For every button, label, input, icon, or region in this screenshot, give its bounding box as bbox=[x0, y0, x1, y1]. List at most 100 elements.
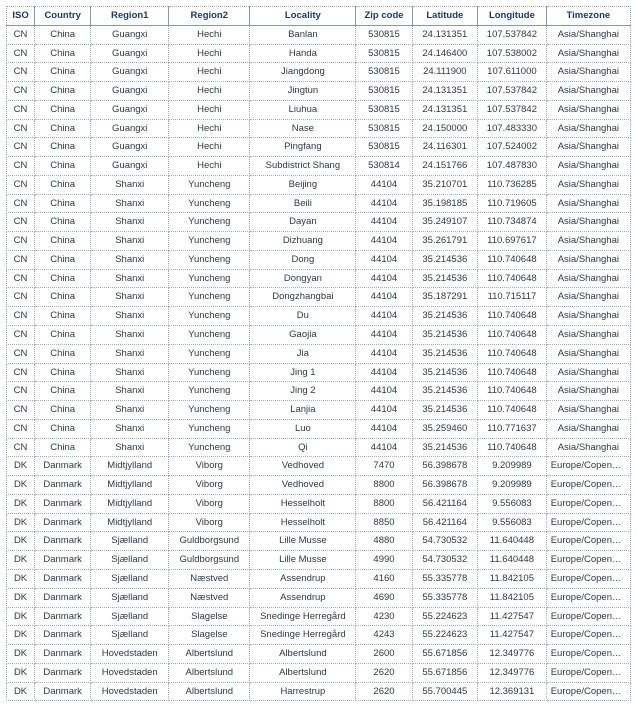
table-cell: Hechi bbox=[169, 138, 250, 157]
table-cell: Qi bbox=[250, 438, 356, 457]
table-cell: Shanxi bbox=[91, 438, 169, 457]
table-cell: 44104 bbox=[356, 232, 412, 251]
table-row: CNChinaShanxiYunchengGaojia4410435.21453… bbox=[7, 326, 631, 345]
table-row: CNChinaGuangxiHechiJingtun53081524.13135… bbox=[7, 82, 631, 101]
table-cell: 44104 bbox=[356, 250, 412, 269]
table-cell: 11.427547 bbox=[478, 607, 547, 626]
table-cell: Sjælland bbox=[91, 607, 169, 626]
table-cell: China bbox=[35, 138, 91, 157]
table-cell: CN bbox=[7, 138, 35, 157]
table-cell: 44104 bbox=[356, 288, 412, 307]
table-cell: 107.524002 bbox=[478, 138, 547, 157]
table-cell: Slagelse bbox=[169, 626, 250, 645]
table-cell: 56.398678 bbox=[412, 476, 478, 495]
table-cell: Danmark bbox=[35, 457, 91, 476]
table-cell: Midtjylland bbox=[91, 494, 169, 513]
table-cell: Dayan bbox=[250, 213, 356, 232]
table-cell: 110.697617 bbox=[478, 232, 547, 251]
table-cell: China bbox=[35, 363, 91, 382]
table-row: CNChinaGuangxiHechiNase53081524.15000010… bbox=[7, 119, 631, 138]
table-cell: Yuncheng bbox=[169, 307, 250, 326]
table-cell: Danmark bbox=[35, 476, 91, 495]
table-cell: 35.259460 bbox=[412, 419, 478, 438]
table-cell: Shanxi bbox=[91, 307, 169, 326]
table-row: DKDanmarkSjællandGuldborgsundLille Musse… bbox=[7, 551, 631, 570]
table-cell: 35.214536 bbox=[412, 438, 478, 457]
table-cell: Pingfang bbox=[250, 138, 356, 157]
table-cell: Dizhuang bbox=[250, 232, 356, 251]
table-cell: Shanxi bbox=[91, 232, 169, 251]
table-cell: China bbox=[35, 44, 91, 63]
table-cell: Yuncheng bbox=[169, 382, 250, 401]
table-cell: China bbox=[35, 63, 91, 82]
table-cell: 11.427547 bbox=[478, 626, 547, 645]
table-cell: Hechi bbox=[169, 25, 250, 44]
table-cell: Guangxi bbox=[91, 63, 169, 82]
table-cell: Subdistrict Shang bbox=[250, 157, 356, 176]
table-cell: Dongyan bbox=[250, 269, 356, 288]
table-cell: China bbox=[35, 100, 91, 119]
table-cell: 44104 bbox=[356, 175, 412, 194]
table-cell: DK bbox=[7, 626, 35, 645]
col-region2: Region2 bbox=[169, 7, 250, 26]
table-cell: Luo bbox=[250, 419, 356, 438]
table-row: CNChinaGuangxiHechiLiuhua53081524.131351… bbox=[7, 100, 631, 119]
table-row: CNChinaShanxiYunchengJia4410435.21453611… bbox=[7, 344, 631, 363]
table-cell: 9.209989 bbox=[478, 457, 547, 476]
table-cell: 55.335778 bbox=[412, 588, 478, 607]
table-cell: Næstved bbox=[169, 569, 250, 588]
table-cell: 35.187291 bbox=[412, 288, 478, 307]
table-cell: Hovedstaden bbox=[91, 645, 169, 664]
table-cell: Europe/Copenhagen bbox=[546, 645, 630, 664]
table-row: CNChinaShanxiYunchengDong4410435.2145361… bbox=[7, 250, 631, 269]
table-cell: Lille Musse bbox=[250, 532, 356, 551]
table-cell: Danmark bbox=[35, 626, 91, 645]
table-cell: Jingtun bbox=[250, 82, 356, 101]
table-cell: CN bbox=[7, 44, 35, 63]
table-cell: Slagelse bbox=[169, 607, 250, 626]
table-row: DKDanmarkMidtjyllandViborgHesselholt8800… bbox=[7, 494, 631, 513]
table-cell: 110.734874 bbox=[478, 213, 547, 232]
table-row: DKDanmarkMidtjyllandViborgVedhoved747056… bbox=[7, 457, 631, 476]
table-cell: Yuncheng bbox=[169, 213, 250, 232]
table-cell: 530815 bbox=[356, 138, 412, 157]
table-cell: 9.556083 bbox=[478, 513, 547, 532]
table-cell: Jia bbox=[250, 344, 356, 363]
table-cell: Asia/Shanghai bbox=[546, 194, 630, 213]
table-cell: 44104 bbox=[356, 438, 412, 457]
table-cell: China bbox=[35, 382, 91, 401]
table-row: CNChinaShanxiYunchengDayan4410435.249107… bbox=[7, 213, 631, 232]
table-cell: CN bbox=[7, 194, 35, 213]
table-cell: 9.209989 bbox=[478, 476, 547, 495]
table-cell: China bbox=[35, 307, 91, 326]
table-cell: Hechi bbox=[169, 82, 250, 101]
table-cell: 107.537842 bbox=[478, 25, 547, 44]
table-cell: Du bbox=[250, 307, 356, 326]
table-cell: 2620 bbox=[356, 663, 412, 682]
table-row: CNChinaShanxiYunchengDongzhangbai4410435… bbox=[7, 288, 631, 307]
table-cell: CN bbox=[7, 175, 35, 194]
table-cell: Shanxi bbox=[91, 288, 169, 307]
table-cell: Danmark bbox=[35, 569, 91, 588]
table-cell: 110.740648 bbox=[478, 250, 547, 269]
table-cell: 55.335778 bbox=[412, 569, 478, 588]
table-cell: Asia/Shanghai bbox=[546, 269, 630, 288]
table-cell: Asia/Shanghai bbox=[546, 288, 630, 307]
table-cell: Yuncheng bbox=[169, 288, 250, 307]
table-cell: Shanxi bbox=[91, 175, 169, 194]
table-cell: Vedhoved bbox=[250, 476, 356, 495]
table-header-row: ISO Country Region1 Region2 Locality Zip… bbox=[7, 7, 631, 26]
table-cell: Assendrup bbox=[250, 588, 356, 607]
table-cell: China bbox=[35, 326, 91, 345]
table-cell: Asia/Shanghai bbox=[546, 382, 630, 401]
table-cell: 4880 bbox=[356, 532, 412, 551]
table-cell: Europe/Copenhagen bbox=[546, 532, 630, 551]
table-cell: China bbox=[35, 25, 91, 44]
table-row: CNChinaGuangxiHechiHanda53081524.1464001… bbox=[7, 44, 631, 63]
table-cell: Midtjylland bbox=[91, 513, 169, 532]
table-cell: China bbox=[35, 288, 91, 307]
table-cell: 530815 bbox=[356, 63, 412, 82]
table-cell: China bbox=[35, 175, 91, 194]
table-cell: 55.224623 bbox=[412, 626, 478, 645]
col-iso: ISO bbox=[7, 7, 35, 26]
